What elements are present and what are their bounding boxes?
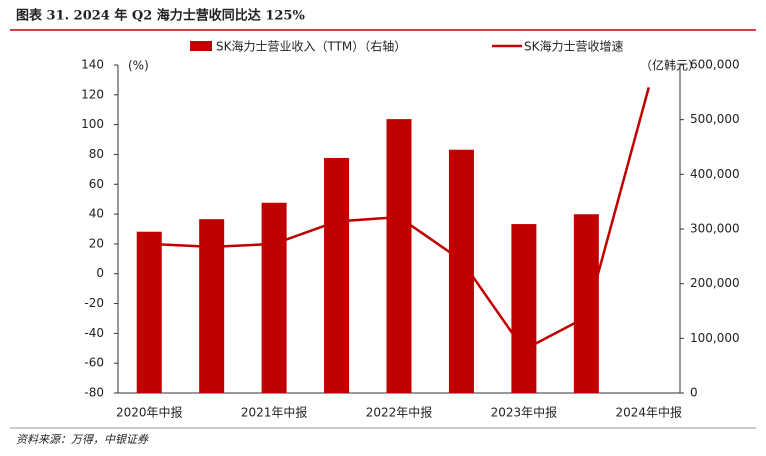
bar (324, 157, 350, 393)
y-tick-label: 140 (81, 58, 104, 72)
source: 资料来源：万得，中银证券 (16, 433, 149, 446)
y-tick-label: 0 (96, 266, 104, 280)
x-tick-label: 2021年中报 (241, 405, 308, 420)
x-tick-label: 2023年中报 (491, 405, 558, 420)
bar (511, 224, 537, 393)
y2-tick-label: 500,000 (690, 112, 740, 126)
y-tick-label: 40 (89, 207, 104, 221)
y2-tick-label: 100,000 (690, 331, 740, 345)
bar (136, 231, 162, 393)
x-tick-label: 2022年中报 (366, 405, 433, 420)
y2-unit: （亿韩元） (640, 58, 700, 73)
legend-label: SK海力士营业收入（TTM）（右轴） (216, 39, 406, 54)
x-tick-label: 2024年中报 (616, 405, 683, 420)
y-tick-label: -80 (84, 386, 104, 400)
y-tick-label: 120 (81, 87, 104, 101)
bar (573, 214, 599, 393)
legend-swatch (190, 41, 212, 51)
y2-tick-label: 300,000 (690, 222, 740, 236)
legend-label: SK海力士营收增速 (524, 39, 624, 54)
y-tick-label: -40 (84, 326, 104, 340)
y-unit: (%) (128, 59, 149, 73)
y2-tick-label: 200,000 (690, 276, 740, 290)
y2-tick-label: 400,000 (690, 167, 740, 181)
y-tick-label: 20 (89, 236, 104, 250)
y-tick-label: 60 (89, 177, 104, 191)
bar (386, 119, 412, 394)
y-tick-label: 100 (81, 117, 104, 131)
y-tick-label: 80 (89, 147, 104, 161)
line (149, 87, 650, 352)
y2-tick-label: 0 (690, 386, 698, 400)
chart-title: 图表 31. 2024 年 Q2 海力士营收同比达 125% (16, 8, 305, 24)
x-tick-label: 2020年中报 (116, 405, 183, 420)
bar (261, 202, 287, 393)
y-tick-label: -20 (84, 296, 104, 310)
y-tick-label: -60 (84, 356, 104, 370)
y2-tick-label: 600,000 (690, 58, 740, 72)
